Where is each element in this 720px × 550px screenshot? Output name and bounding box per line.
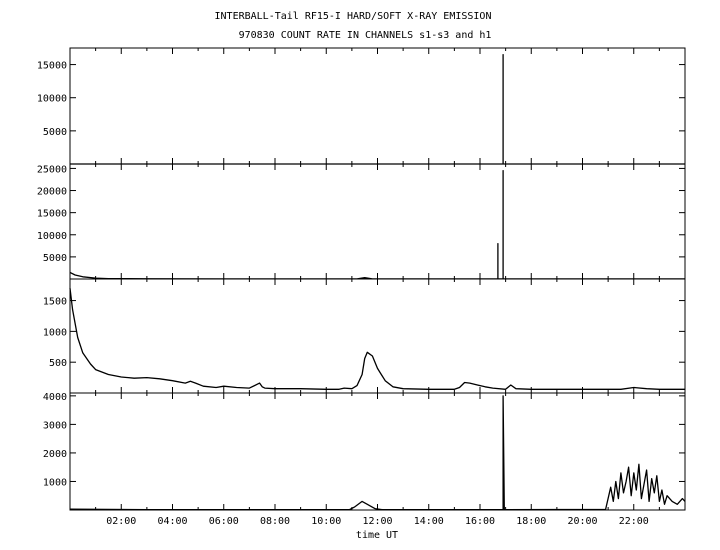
panel-4-series-1 [69, 395, 686, 511]
y-tick-label: 10000 [37, 231, 67, 242]
y-tick-label: 2000 [43, 449, 67, 460]
y-tick-label: 20000 [37, 187, 67, 198]
x-tick-label: 18:00 [516, 516, 546, 527]
chart-title: INTERBALL-Tail RF15-I HARD/SOFT X-RAY EM… [215, 11, 492, 22]
x-tick-label: 16:00 [465, 516, 495, 527]
panel-1-series-1 [70, 53, 685, 165]
y-tick-label: 4000 [43, 392, 67, 403]
panels: 5000 10000 15000 5000 10000 15000 20000 25000 50… [37, 47, 686, 527]
x-tick-label: 06:00 [209, 516, 239, 527]
y-tick-label: 3000 [43, 420, 67, 431]
x-tick-label: 22:00 [619, 516, 649, 527]
y-tick-label: 500 [49, 358, 67, 369]
x-tick-label: 08:00 [260, 516, 290, 527]
y-tick-label: 1000 [43, 477, 67, 488]
panel-2-frame [69, 163, 686, 280]
panel-4-frame [69, 392, 686, 511]
panel-3-frame [69, 278, 686, 394]
y-tick-label: 25000 [37, 164, 67, 175]
x-axis-label: time UT [356, 530, 398, 541]
x-tick-label: 10:00 [311, 516, 341, 527]
x-tick-label: 14:00 [414, 516, 444, 527]
y-tick-label: 1000 [43, 327, 67, 338]
panel-3-series-1 [69, 288, 685, 390]
y-tick-label: 1500 [43, 297, 67, 308]
x-tick-label: 20:00 [567, 516, 597, 527]
panel-1-frame [69, 47, 686, 165]
x-tick-label: 04:00 [157, 516, 187, 527]
panel-2-series-1 [69, 169, 685, 280]
y-tick-label: 5000 [43, 127, 67, 138]
chart-subtitle: 970830 COUNT RATE IN CHANNELS s1-s3 and … [239, 30, 492, 41]
y-tick-label: 10000 [37, 94, 67, 105]
x-tick-label: 12:00 [362, 516, 392, 527]
y-tick-label: 15000 [37, 209, 67, 220]
y-tick-label: 15000 [37, 61, 67, 72]
x-tick-label: 02:00 [106, 516, 136, 527]
y-tick-label: 5000 [43, 253, 67, 264]
